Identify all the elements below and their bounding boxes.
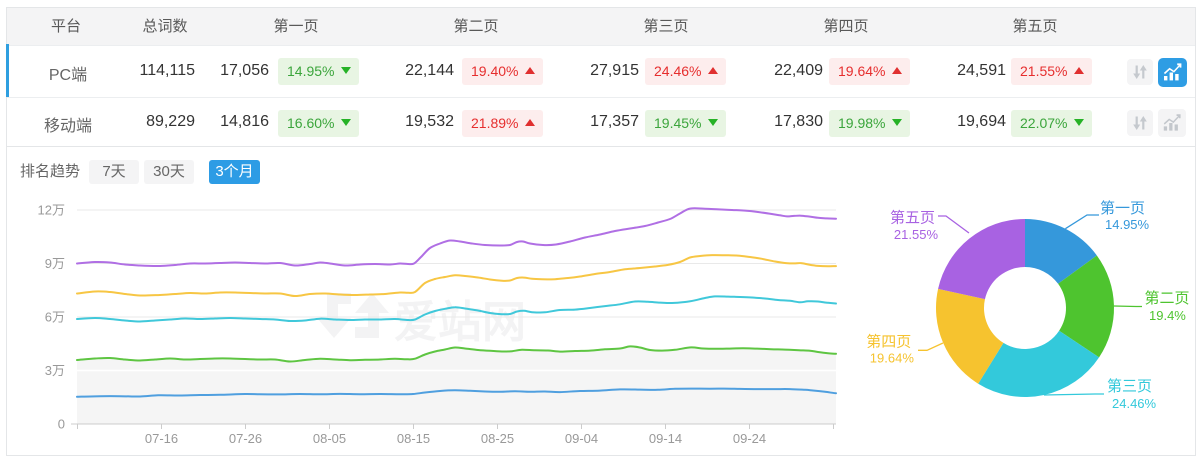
svg-text:12万: 12万 [38,203,65,218]
svg-text:6万: 6万 [45,310,65,325]
svg-text:08-25: 08-25 [481,431,514,446]
svg-text:07-26: 07-26 [229,431,262,446]
svg-text:3万: 3万 [45,363,65,378]
svg-text:第五页: 第五页 [890,207,935,228]
svg-text:0: 0 [58,417,65,432]
svg-text:19.64%: 19.64% [870,351,915,366]
svg-text:08-15: 08-15 [397,431,430,446]
svg-text:爱站网: 爱站网 [394,286,526,350]
svg-text:08-05: 08-05 [313,431,346,446]
svg-text:09-04: 09-04 [565,431,598,446]
svg-text:第四页: 第四页 [866,331,911,352]
svg-text:07-16: 07-16 [145,431,178,446]
svg-text:14.95%: 14.95% [1105,217,1150,232]
svg-text:第二页: 第二页 [1145,287,1190,308]
svg-text:19.4%: 19.4% [1149,308,1186,323]
svg-text:09-14: 09-14 [649,431,682,446]
svg-text:9万: 9万 [45,256,65,271]
svg-text:21.55%: 21.55% [894,227,939,242]
svg-text:第三页: 第三页 [1107,375,1152,396]
svg-text:24.46%: 24.46% [1112,396,1157,411]
svg-text:第一页: 第一页 [1100,197,1145,218]
svg-text:09-24: 09-24 [733,431,766,446]
